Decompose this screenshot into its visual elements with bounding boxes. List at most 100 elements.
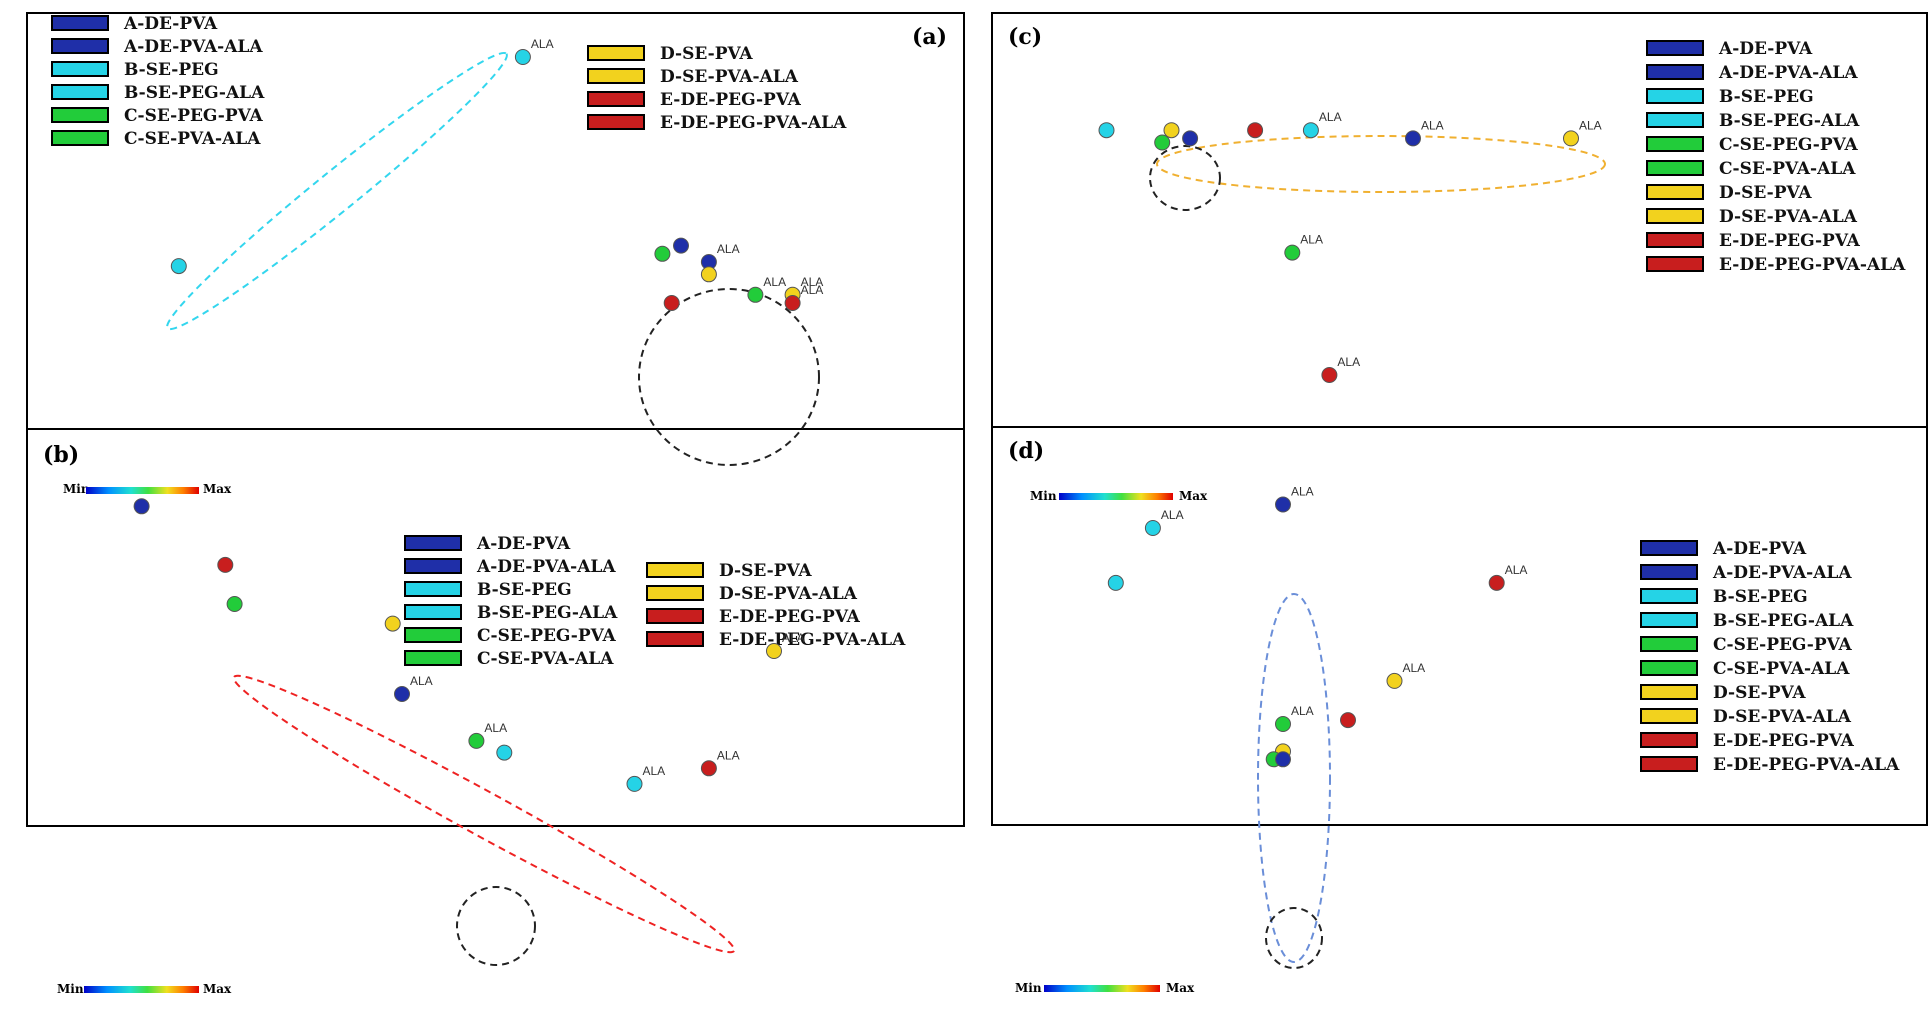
panel-b-legend-item: D-SE-PVA [646,561,812,581]
panel-c-legend-label: E-DE-PEG-PVA [1719,231,1861,251]
panel-a-legend-swatch [587,45,645,61]
panel-b-point [217,556,234,573]
panel-d-color-scale: Min Max [1015,981,1195,995]
panel-a-legend-swatch [587,68,645,84]
panel-c-legend-swatch [1646,184,1704,200]
panel-a-label: (a) [912,24,947,50]
panel-b-cluster-circle [456,886,536,966]
panel-d-legend-label: C-SE-PEG-PVA [1713,635,1852,655]
panel-a-scale-bar [86,487,199,494]
panel-a-legend-label: E-DE-PEG-PVA-ALA [660,113,847,133]
panel-d-legend-swatch [1640,588,1698,604]
panel-a-color-scale: Min Max [63,482,232,496]
panel-d-point [1107,574,1124,591]
panel-a-point [747,286,764,303]
panel-d-legend-swatch [1640,708,1698,724]
panel-b-frame [26,428,965,827]
panel-b-legend-label: E-DE-PEG-PVA [719,607,861,627]
panel-d-legend-item: E-DE-PEG-PVA [1640,731,1855,751]
panel-b-legend-swatch [404,535,462,551]
panel-b-legend-label: D-SE-PVA-ALA [719,584,858,604]
panel-b-legend-swatch [404,627,462,643]
panel-c-legend-swatch [1646,112,1704,128]
panel-d-legend-label: E-DE-PEG-PVA-ALA [1713,755,1900,775]
panel-b-legend-swatch [646,585,704,601]
legend-layer: A-DE-PVA A-DE-PVA-ALA B-SE-PEG B-SE-PEG-ALA… [51,14,1906,775]
panel-a-legend-item: D-SE-PVA [587,44,753,64]
panel-d-legend-item: D-SE-PVA-ALA [1640,707,1852,727]
panel-d-legend-item: A-DE-PVA [1640,539,1807,559]
panel-d-scale-max: Max [1166,981,1195,995]
panel-d-legend-swatch [1640,684,1698,700]
panel-a-legend-swatch [51,15,109,31]
panel-c-color-scale: Min Max [1030,489,1208,503]
panel-a-legend-item: E-DE-PEG-PVA-ALA [587,113,847,133]
panel-a-point [170,258,187,275]
panel-a-cluster-circle [638,288,820,466]
panel-c-legend-item: C-SE-PVA-ALA [1646,159,1856,179]
panel-d-scale-min: Min [1015,981,1042,995]
panel-d-legend-item: C-SE-PVA-ALA [1640,659,1850,679]
panel-d-point [1386,672,1403,689]
panel-a-legend-swatch [51,107,109,123]
panel-c-legend-item: D-SE-PVA-ALA [1646,207,1858,227]
panel-a-legend-swatch [51,84,109,100]
panel-a-legend-item: A-DE-PVA [51,14,218,34]
panel-b-legend-item: E-DE-PEG-PVA-ALA [646,630,906,650]
panel-a-legend-label: A-DE-PVA [123,14,218,34]
panel-a-scale-min: Min [63,482,90,496]
panel-c-point [1182,130,1199,147]
panel-b-legend-item: D-SE-PVA-ALA [646,584,858,604]
panel-c-legend-label: C-SE-PEG-PVA [1719,135,1858,155]
panel-b-legend-swatch [404,604,462,620]
panel-c-point [1098,122,1115,139]
panel-b-legend-swatch [646,631,704,647]
panel-a-legend-swatch [51,38,109,54]
panel-d-point [1275,716,1291,732]
panel-d-legend-item: C-SE-PEG-PVA [1640,635,1852,655]
panel-c-point [1284,244,1301,261]
panel-a-legend-label: E-DE-PEG-PVA [660,90,802,110]
panel-b-legend-item: C-SE-PVA-ALA [404,649,614,669]
panel-a-point [654,245,671,262]
panel-c-legend-item: C-SE-PEG-PVA [1646,135,1858,155]
panel-a-legend-label: D-SE-PVA [660,44,753,64]
panel-d-legend-label: A-DE-PVA-ALA [1712,563,1852,583]
panel-b-legend-label: C-SE-PEG-PVA [477,626,616,646]
panel-d-point [1275,751,1291,768]
panel-b-cluster-e-ellipse [232,674,736,954]
panel-c-legend-label: C-SE-PVA-ALA [1719,159,1856,179]
panel-d-legend-swatch [1640,540,1698,556]
panel-a-point [663,295,680,311]
panel-c-point [1302,122,1319,139]
panel-c-point [1247,122,1264,139]
panel-c-cluster-circle [1149,145,1221,211]
panel-d-legend-swatch [1640,636,1698,652]
panel-c-legend-swatch [1646,160,1704,176]
panel-c-legend-label: A-DE-PVA-ALA [1718,63,1858,83]
panel-c-legend-item: E-DE-PEG-PVA [1646,231,1861,251]
panel-c-legend-swatch [1646,232,1704,248]
panel-c-legend-item: A-DE-PVA-ALA [1646,63,1858,83]
panel-b-legend-label: D-SE-PVA [719,561,812,581]
panel-b-legend-swatch [404,581,462,597]
panel-c-legend-swatch [1646,88,1704,104]
panel-d-legend-label: B-SE-PEG [1713,587,1808,607]
panel-d-point [1144,520,1161,536]
panel-c-legend-item: B-SE-PEG [1646,87,1814,107]
panel-b-legend-item: A-DE-PVA [404,534,571,554]
panel-a-legend-label: A-DE-PVA-ALA [123,37,263,57]
panel-d-point-label: ALA [1161,508,1184,522]
panel-a-legend-item: C-SE-PVA-ALA [51,129,261,149]
panel-d-legend-item: D-SE-PVA [1640,683,1806,703]
panel-c-cluster-d-ellipse [1156,135,1606,193]
panel-a-point [700,266,717,283]
panel-c-legend-label: A-DE-PVA [1718,39,1813,59]
panel-c-point [1321,367,1338,383]
panel-b-scale-bar [84,986,199,993]
panel-c-label: (c) [1008,24,1042,50]
panel-a-legend-label: B-SE-PEG [124,60,219,80]
panel-a-point-label: ALA [801,275,824,289]
panel-c-legend-label: D-SE-PVA [1719,183,1812,203]
